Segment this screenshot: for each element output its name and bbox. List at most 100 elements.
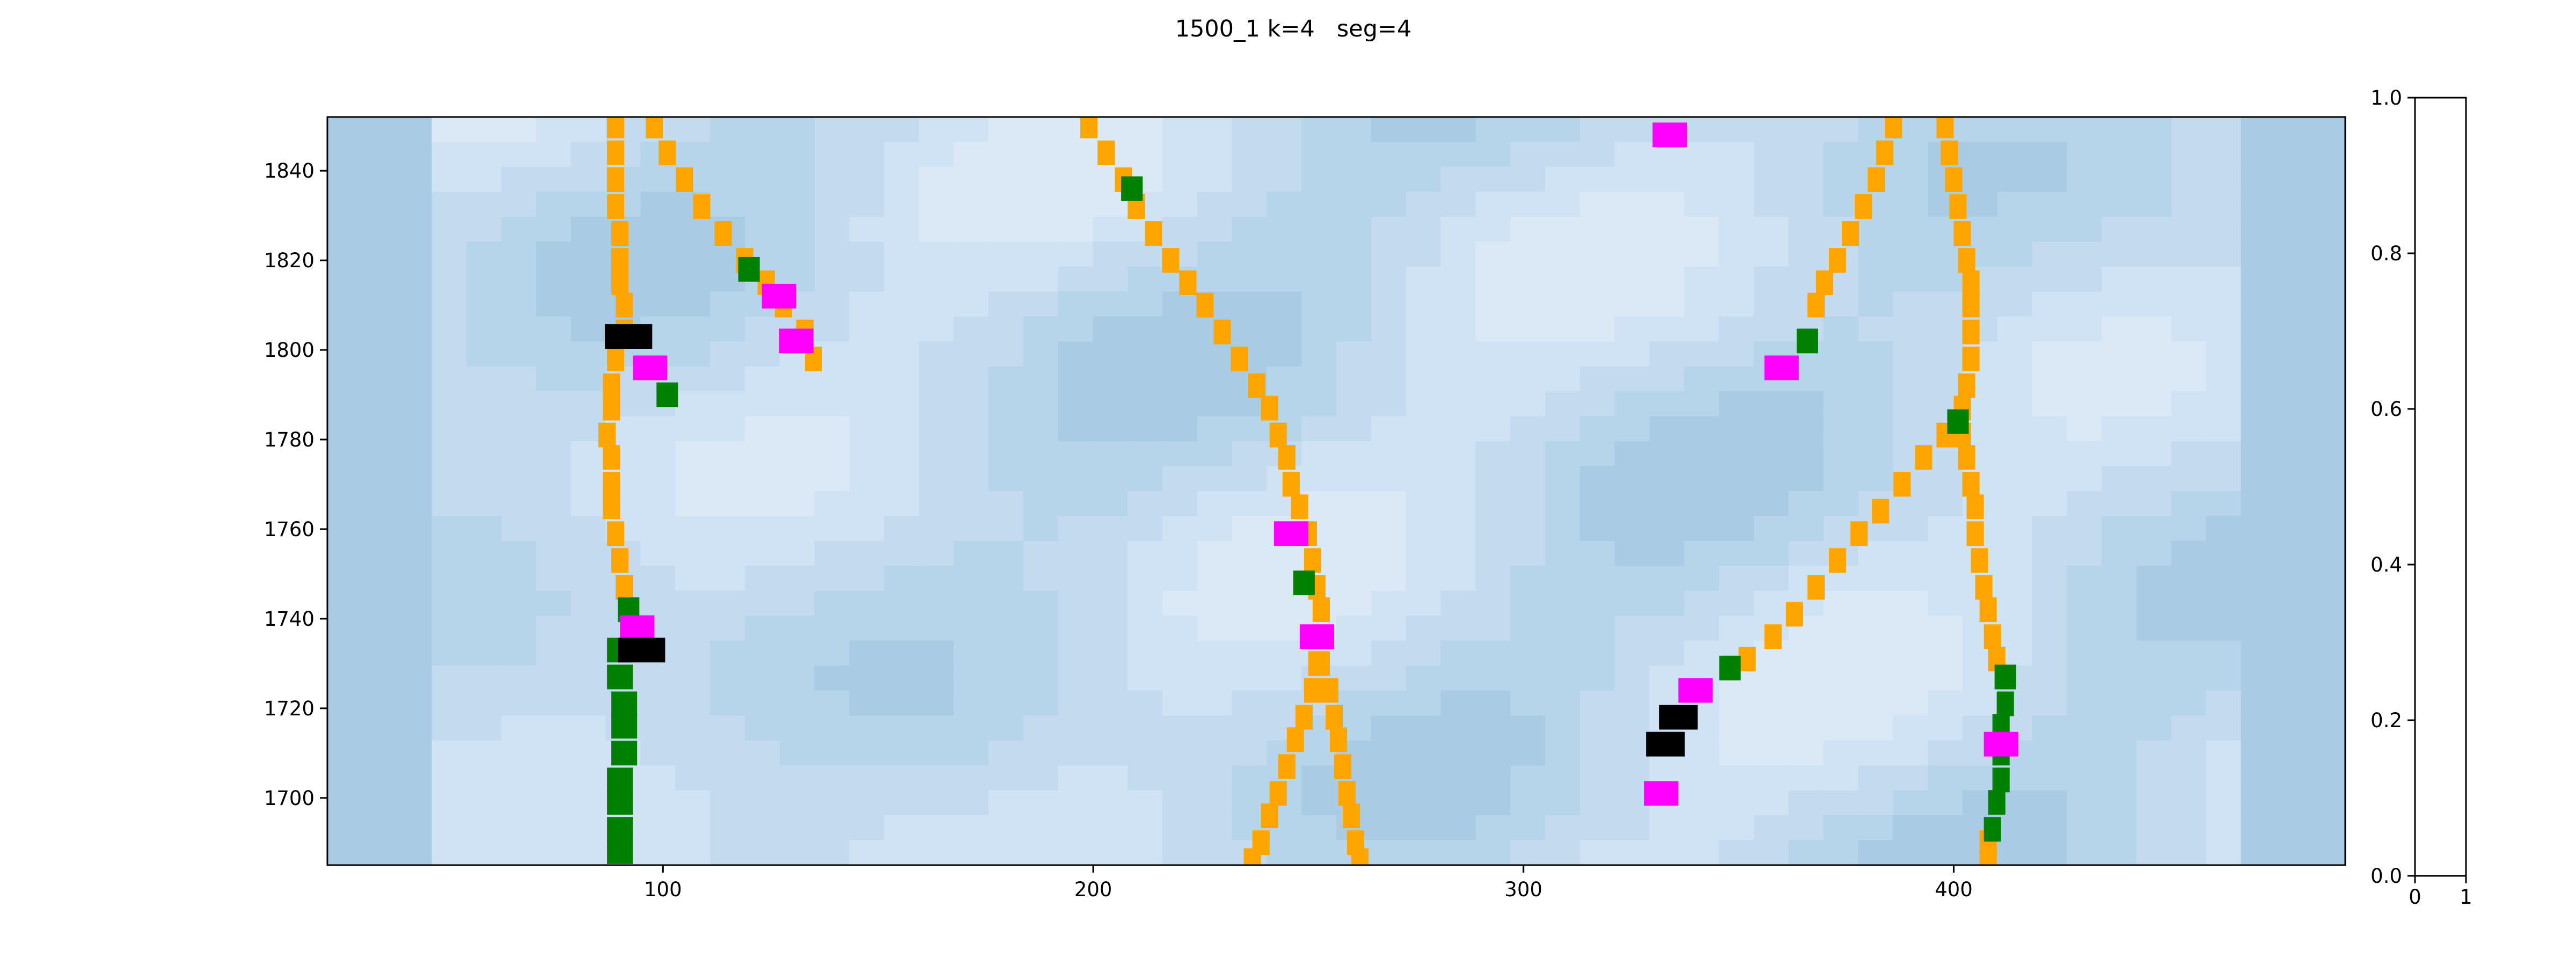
heatmap-cell bbox=[1023, 616, 1059, 641]
heatmap-cell bbox=[1440, 690, 1476, 716]
heatmap-cell bbox=[2171, 266, 2207, 292]
heatmap-cell bbox=[1162, 466, 1198, 492]
heatmap-cell bbox=[1301, 815, 1337, 841]
heatmap-cell bbox=[1336, 366, 1372, 392]
heatmap-cell bbox=[884, 266, 919, 292]
heatmap-cell bbox=[1788, 640, 1824, 667]
heatmap-cell bbox=[2171, 590, 2207, 617]
heatmap-cell bbox=[1232, 616, 1268, 641]
heatmap-cell bbox=[953, 690, 989, 716]
heatmap-cell bbox=[1301, 840, 1337, 865]
heatmap-cell bbox=[849, 241, 885, 267]
heatmap-cell bbox=[1162, 291, 1198, 317]
heatmap-cell bbox=[1753, 516, 1789, 541]
heatmap-cell bbox=[1475, 491, 1511, 517]
heatmap-cell bbox=[814, 441, 850, 467]
heatmap-cell bbox=[2206, 266, 2242, 292]
heatmap-cell bbox=[1788, 241, 1824, 267]
heatmap-cell bbox=[431, 117, 467, 143]
heatmap-cell bbox=[327, 391, 363, 417]
heatmap-cell bbox=[744, 416, 780, 442]
heatmap-cell bbox=[570, 640, 606, 667]
heatmap-cell bbox=[397, 690, 433, 716]
heatmap-cell bbox=[1371, 566, 1407, 591]
heatmap-cell bbox=[710, 441, 745, 467]
heatmap-mark bbox=[1984, 817, 2001, 842]
heatmap-cell bbox=[919, 142, 954, 167]
heatmap-cell bbox=[675, 241, 711, 267]
heatmap-cell bbox=[431, 216, 467, 243]
heatmap-cell bbox=[1197, 815, 1233, 841]
heatmap-cell bbox=[2102, 566, 2137, 591]
heatmap-cell bbox=[1719, 216, 1754, 243]
heatmap-cell bbox=[1475, 192, 1511, 217]
heatmap-cell bbox=[710, 142, 745, 167]
heatmap-cell bbox=[1093, 665, 1128, 691]
heatmap-cell bbox=[397, 665, 433, 691]
heatmap-cell bbox=[1023, 117, 1059, 143]
heatmap-cell bbox=[2136, 590, 2172, 617]
heatmap-cell bbox=[1301, 266, 1337, 292]
heatmap-cell bbox=[1336, 192, 1372, 217]
heatmap-cell bbox=[1684, 516, 1720, 541]
heatmap-cell bbox=[1232, 466, 1268, 492]
heatmap-cell bbox=[2206, 366, 2242, 392]
heatmap-cell bbox=[536, 640, 572, 667]
heatmap-cell bbox=[2206, 441, 2242, 467]
heatmap-cell bbox=[2032, 341, 2068, 367]
heatmap-cell bbox=[1928, 516, 1963, 541]
heatmap-cell bbox=[1406, 665, 1441, 691]
heatmap-cell bbox=[1649, 640, 1685, 667]
heatmap-cell bbox=[1336, 266, 1372, 292]
heatmap-cell bbox=[2102, 740, 2137, 766]
heatmap-cell bbox=[2206, 142, 2242, 167]
heatmap-cell bbox=[1649, 291, 1685, 317]
heatmap-cell bbox=[1997, 216, 2033, 243]
heatmap-cell bbox=[814, 316, 850, 342]
heatmap-cell bbox=[1928, 840, 1963, 865]
heatmap-cell bbox=[1301, 166, 1337, 193]
heatmap-cell bbox=[501, 690, 537, 716]
heatmap-cell bbox=[675, 117, 711, 143]
heatmap-cell bbox=[2171, 341, 2207, 367]
heatmap-cell bbox=[710, 616, 745, 641]
heatmap-cell bbox=[1371, 316, 1407, 342]
heatmap-cell bbox=[362, 516, 398, 541]
heatmap-cell bbox=[779, 590, 815, 617]
heatmap-cell bbox=[1128, 815, 1163, 841]
heatmap-cell bbox=[327, 640, 363, 667]
heatmap-cell bbox=[1788, 192, 1824, 217]
heatmap-cell bbox=[362, 341, 398, 367]
heatmap-cell bbox=[1719, 341, 1754, 367]
heatmap-mark bbox=[1829, 548, 1847, 573]
heatmap-cell bbox=[953, 590, 989, 617]
heatmap-cell bbox=[2310, 441, 2345, 467]
heatmap-cell bbox=[2136, 241, 2172, 267]
heatmap-cell bbox=[1788, 216, 1824, 243]
heatmap-cell bbox=[570, 117, 606, 143]
heatmap-cell bbox=[1788, 117, 1824, 143]
heatmap-cell bbox=[744, 640, 780, 667]
heatmap-cell bbox=[2310, 765, 2345, 791]
heatmap-cell bbox=[1232, 540, 1268, 567]
heatmap-cell bbox=[501, 840, 537, 865]
heatmap-cell bbox=[327, 740, 363, 766]
heatmap-cell bbox=[640, 291, 676, 317]
heatmap-cell bbox=[397, 316, 433, 342]
heatmap-cell bbox=[466, 840, 502, 865]
heatmap-cell bbox=[1371, 665, 1407, 691]
heatmap-cell bbox=[779, 441, 815, 467]
heatmap-cell bbox=[1023, 566, 1059, 591]
heatmap-cell bbox=[1510, 466, 1546, 492]
heatmap-cell bbox=[2206, 516, 2242, 541]
heatmap-cell bbox=[2102, 840, 2137, 865]
heatmap-cell bbox=[1475, 391, 1511, 417]
heatmap-cell bbox=[1928, 690, 1963, 716]
heatmap-cell bbox=[2206, 715, 2242, 741]
heatmap-cell bbox=[2067, 790, 2103, 816]
heatmap-cell bbox=[362, 391, 398, 417]
heatmap-mark bbox=[1984, 731, 2018, 757]
heatmap-cell bbox=[744, 840, 780, 865]
heatmap-cell bbox=[1579, 316, 1615, 342]
heatmap-mark bbox=[607, 767, 633, 793]
